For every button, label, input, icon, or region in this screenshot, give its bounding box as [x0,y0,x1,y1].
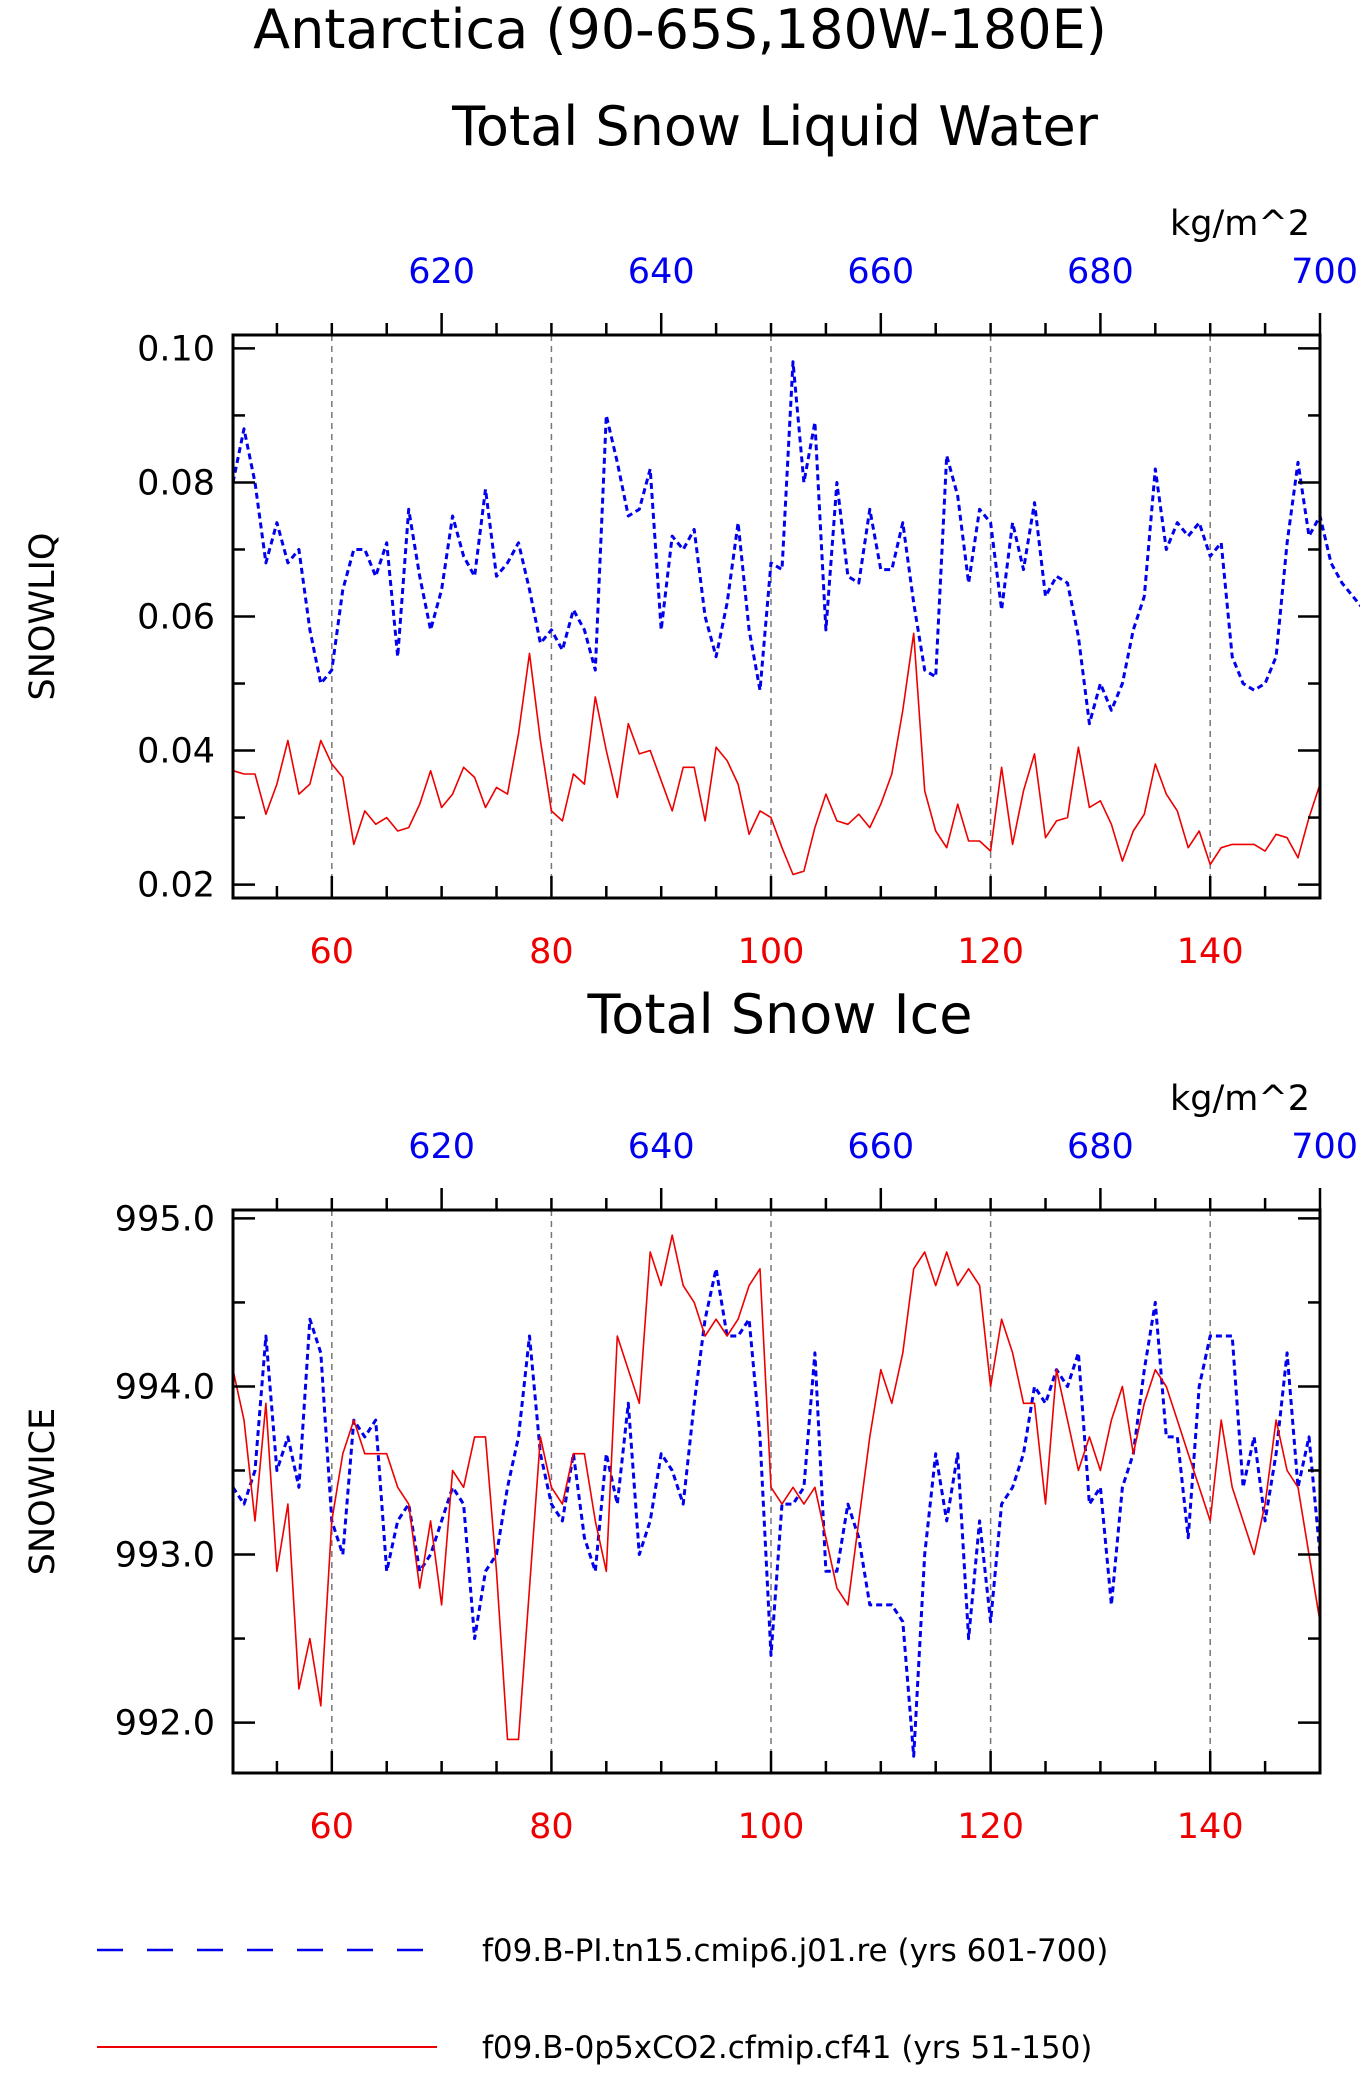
x-tick-label-bottom: 140 [1177,932,1244,972]
y-tick-label: 993.0 [115,1536,215,1576]
x-tick-label-top: 660 [847,1127,914,1167]
x-tick-label-top: 680 [1067,1127,1134,1167]
chart-liq-title: Total Snow Liquid Water [451,95,1099,158]
legend-label-series-b: f09.B-0p5xCO2.cfmip.cf41 (yrs 51-150) [482,2030,1092,2066]
series-line-solid [232,632,1321,876]
figure-title-line1: Antarctica (90-65S,180W-180E) [253,0,1107,61]
chart-snowice: 992.0 993.0 994.0 995.0 60 80 100 120 140 620 640 6… [23,1079,1358,1847]
y-tick-label: 0.08 [137,463,215,503]
legend-label-series-a: f09.B-PI.tn15.cmip6.j01.re (yrs 601-700) [482,1933,1108,1969]
series-line-solid [232,1234,1321,1741]
x-tick-label-bottom: 140 [1177,1807,1244,1847]
chart-snowliq: 0.02 0.04 0.06 0.08 0.10 60 80 100 120 140 620 640 6… [23,204,1360,972]
units-label: kg/m^2 [1170,1079,1310,1119]
x-tick-label-bottom: 80 [529,932,574,972]
x-tick-label-bottom: 80 [529,1807,574,1847]
legend: f09.B-PI.tn15.cmip6.j01.re (yrs 601-700)… [97,1933,1108,2066]
x-tick-label-top: 660 [847,252,914,292]
y-tick-label: 0.06 [137,598,215,638]
y-tick-label: 994.0 [115,1367,215,1407]
y-tick-label: 992.0 [115,1704,215,1744]
y-tick-label: 0.04 [137,732,215,772]
x-tick-label-top: 680 [1067,252,1134,292]
y-tick-label: 995.0 [115,1199,215,1239]
x-tick-label-bottom: 100 [738,932,805,972]
x-tick-label-top: 640 [628,1127,695,1167]
y-axis-label: SNOWLIQ [23,533,63,701]
x-tick-label-top: 620 [408,1127,475,1167]
x-tick-label-top: 640 [628,252,695,292]
series-line-dashed [231,360,1360,726]
y-tick-label: 0.02 [137,866,215,906]
plot-frame [231,333,1322,900]
units-label: kg/m^2 [1170,204,1310,244]
y-tick-label: 0.10 [137,329,215,369]
x-tick-label-bottom: 100 [738,1807,805,1847]
x-tick-label-bottom: 120 [957,932,1024,972]
y-axis-label: SNOWICE [23,1408,63,1575]
x-tick-label-top: 700 [1291,252,1358,292]
plot-frame [231,1208,1322,1775]
x-tick-label-bottom: 120 [957,1807,1024,1847]
x-tick-label-bottom: 60 [310,932,355,972]
x-tick-label-top: 620 [408,252,475,292]
x-tick-label-top: 700 [1291,1127,1358,1167]
series-line-dashed [231,1267,1322,1758]
x-tick-label-bottom: 60 [310,1807,355,1847]
chart-ice-title: Total Snow Ice [587,983,973,1046]
